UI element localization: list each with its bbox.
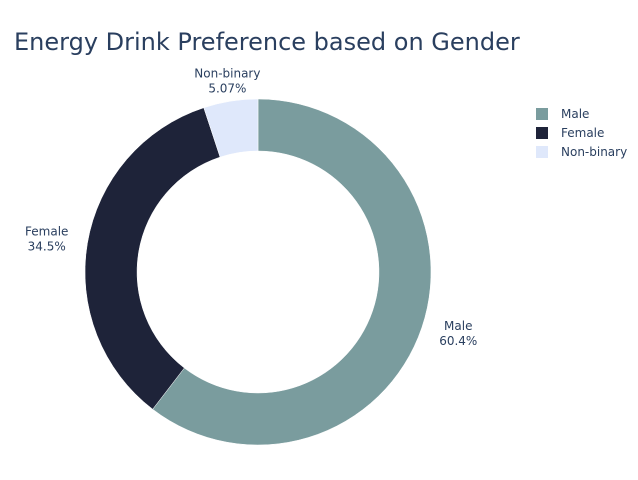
slice-label-non-binary: Non-binary 5.07% [194, 66, 260, 95]
slice-female[interactable] [84, 107, 221, 410]
donut-slices [84, 98, 432, 446]
legend-label-non-binary[interactable]: Non-binary [561, 145, 627, 159]
legend: Male Female Non-binary [536, 107, 627, 159]
legend-swatch-non-binary[interactable] [536, 146, 548, 158]
slice-label-female: Female 34.5% [25, 225, 68, 254]
slice-male[interactable] [152, 98, 432, 446]
slice-label-male: Male 60.4% [439, 319, 477, 348]
legend-label-female[interactable]: Female [561, 126, 604, 140]
legend-swatch-male[interactable] [536, 108, 548, 120]
chart-title: Energy Drink Preference based on Gender [14, 28, 520, 56]
legend-swatch-female[interactable] [536, 127, 548, 139]
slice-labels: Male 60.4% Female 34.5% Non-binary 5.07% [25, 66, 477, 348]
slice-non-binary[interactable] [203, 98, 259, 158]
legend-label-male[interactable]: Male [561, 107, 589, 121]
